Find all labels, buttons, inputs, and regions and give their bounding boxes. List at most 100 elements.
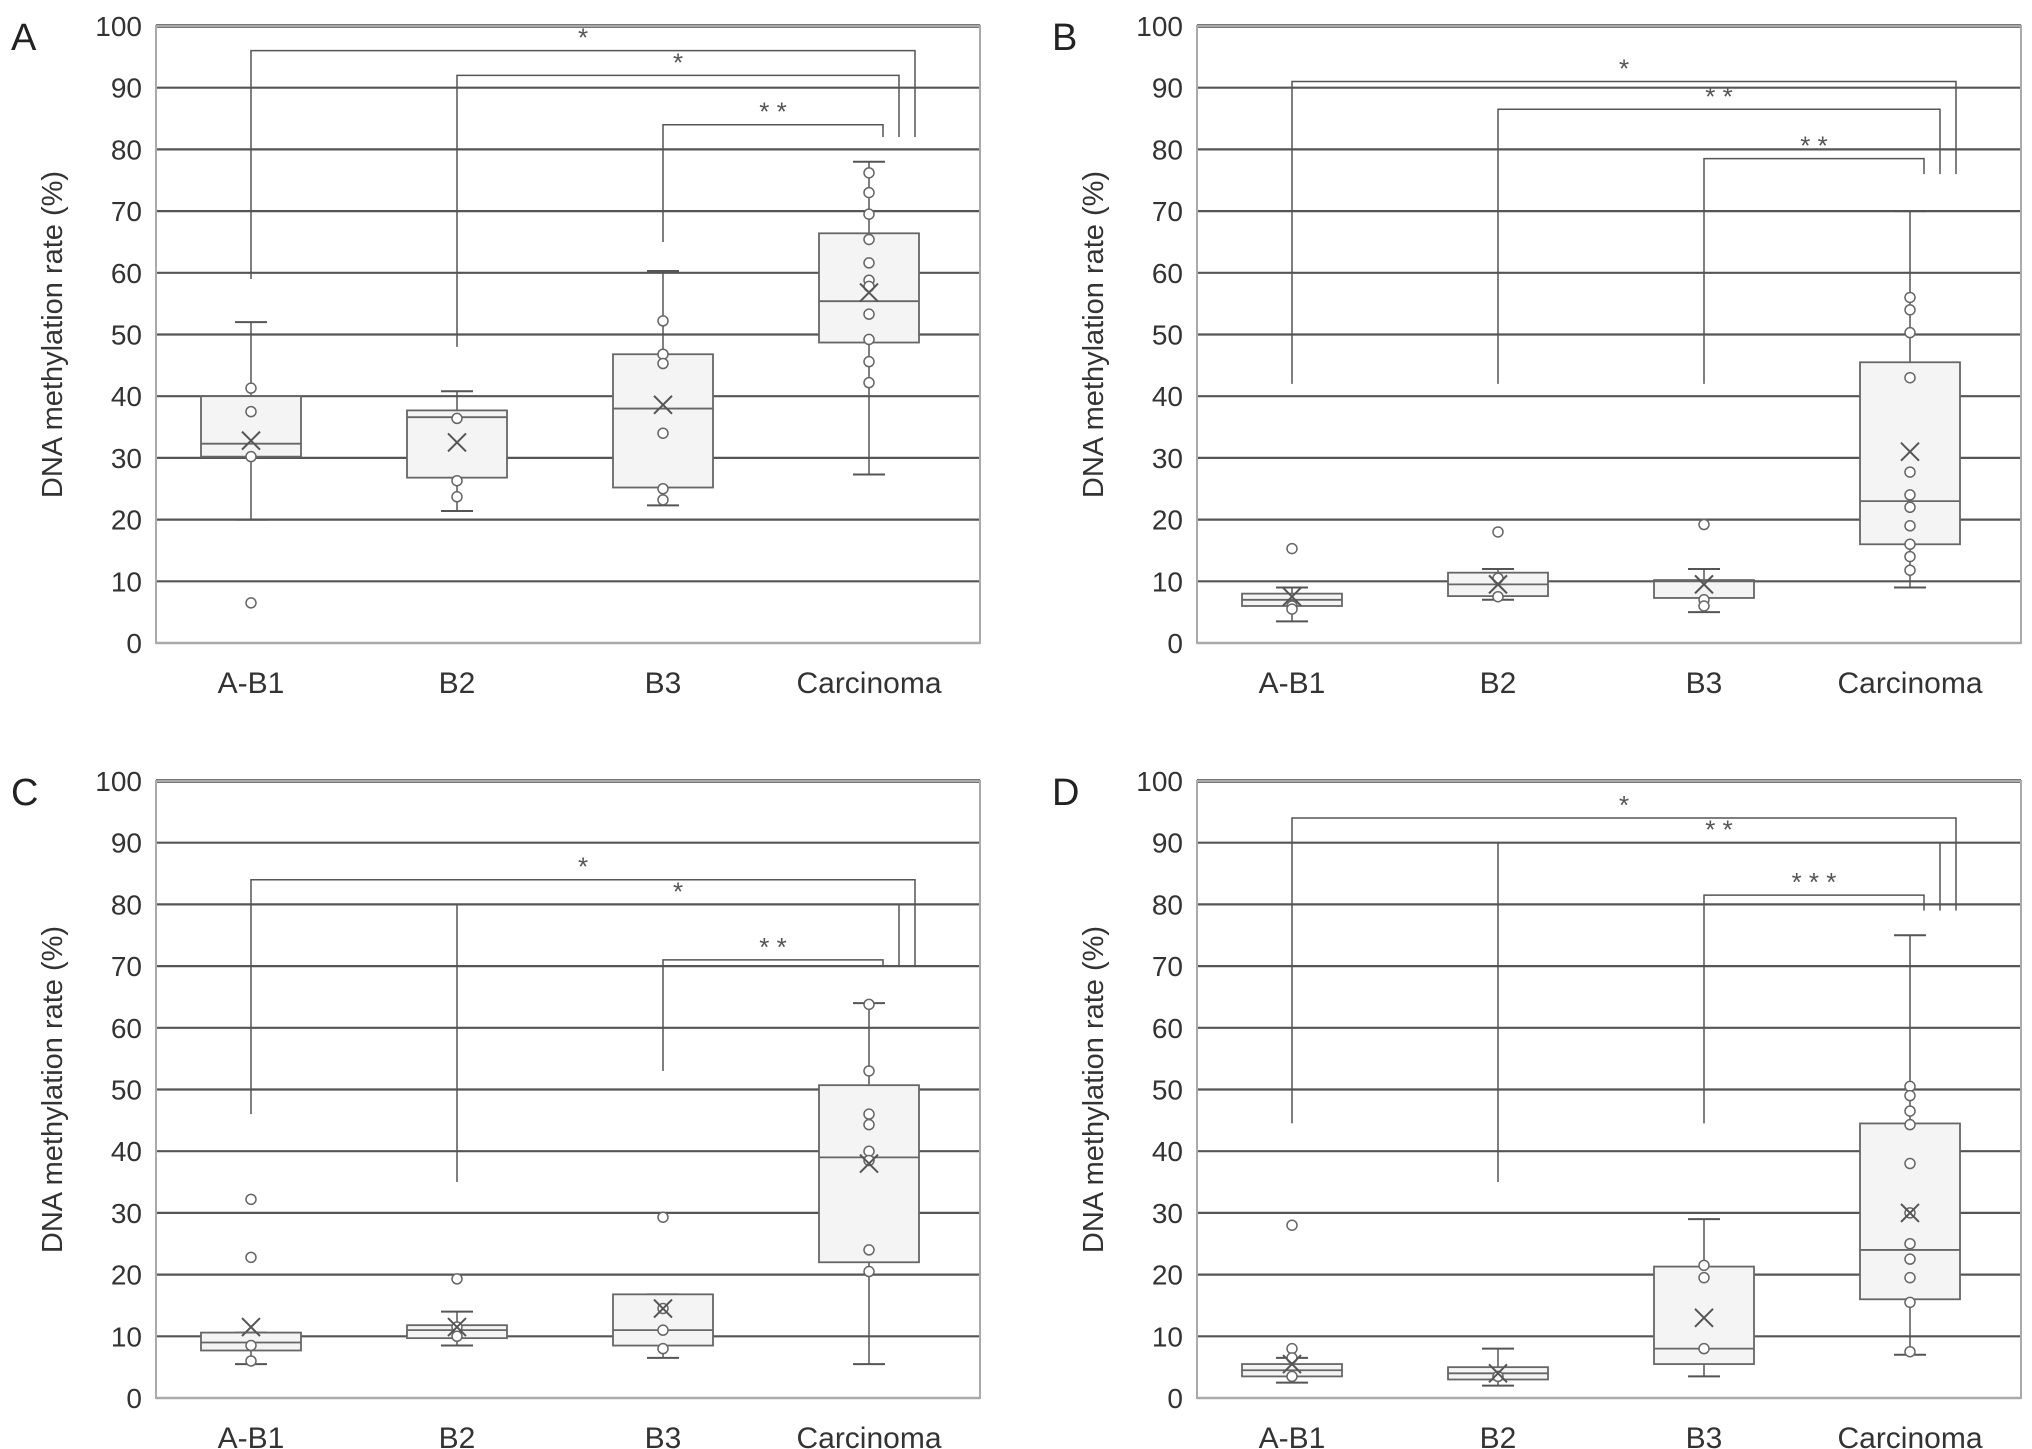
data-point [863,257,875,269]
y-tick-label: 80 [1152,889,1183,920]
y-tick-label: 30 [1152,443,1183,474]
data-point [1904,1238,1916,1250]
box-b3 [612,1211,714,1359]
data-point [1904,371,1916,384]
box-b3 [1653,518,1755,614]
significance-label: * [1619,54,1629,84]
x-tick-label: B3 [645,1422,682,1449]
x-tick-label: A-B1 [1259,667,1326,700]
panel-label: B [1052,17,1077,59]
data-point [451,474,463,487]
data-point [863,1065,875,1077]
data-point [1492,526,1504,538]
data-point [451,1273,463,1285]
mean-marker [653,395,673,415]
data-point [1698,518,1710,531]
y-tick-label: 30 [111,1198,142,1229]
y-tick-label: 80 [111,889,142,920]
data-point [657,315,669,327]
y-tick-label: 60 [111,1013,142,1044]
y-tick-label: 10 [111,566,142,597]
data-point [1904,538,1916,551]
significance-bracket [1497,841,1941,1183]
data-point [657,1342,669,1355]
box-carcinoma [818,160,920,476]
box-a-b1 [1241,1219,1343,1384]
mean-marker [653,1298,673,1319]
plot-frame [1196,780,2022,1399]
x-tick-label: B3 [1686,1422,1723,1449]
data-point [863,1108,875,1120]
y-tick-label: 40 [111,381,142,412]
data-point [245,1339,257,1352]
y-tick-label: 90 [111,73,142,104]
y-tick-label: 0 [126,1383,142,1414]
panel-b: B 0 10 20 30 40 50 60 70 80 90 100 DNA methylation r… [1052,11,2022,700]
mean-marker [1488,574,1508,595]
significance-label: * * [1705,81,1732,111]
data-point [1286,603,1298,615]
significance-label: * [673,876,683,906]
x-tick-label: A-B1 [218,1422,285,1449]
mean-marker [1282,587,1302,607]
box-iqr [200,395,302,458]
data-point [863,1154,875,1167]
y-tick-label: 0 [126,628,142,659]
data-point [451,491,463,503]
data-point [1904,501,1916,514]
data-point [863,308,875,320]
y-tick-label: 50 [111,1075,142,1106]
data-point [1904,1089,1916,1102]
data-point [863,186,875,199]
data-point [1698,1271,1710,1284]
box-b3 [1653,1218,1755,1378]
data-point [245,450,257,463]
data-point [657,357,669,370]
data-point [451,1330,463,1343]
data-point [451,412,463,425]
data-point [1904,466,1916,478]
data-point [863,376,875,389]
data-point [1904,520,1916,532]
significance-label: * * * [1792,867,1837,897]
data-point [1904,1345,1916,1358]
data-point [245,405,257,418]
data-point [863,1118,875,1131]
data-point [1492,590,1504,603]
significance-label: * [578,852,588,882]
y-tick-label: 60 [1152,258,1183,289]
y-tick-label: 0 [1167,1383,1183,1414]
data-point [1904,1253,1916,1265]
box-carcinoma [1859,934,1961,1358]
significance-bracket [1703,894,1925,1124]
data-point [1904,1105,1916,1117]
data-point [1492,1370,1504,1383]
box-b2 [1447,1347,1549,1387]
data-point [245,597,257,609]
data-point [863,355,875,368]
data-point [863,998,875,1011]
box-a-b1 [1241,542,1343,623]
significance-label: * [578,23,588,53]
x-tick-label: Carcinoma [796,1422,941,1449]
data-point [1904,1157,1916,1170]
x-tick-label: Carcinoma [796,667,941,700]
significance-bracket [250,878,916,1115]
data-point [1904,304,1916,316]
significance-label: * * [759,932,786,962]
plot-frame [155,25,981,644]
data-point [657,1324,669,1336]
data-point [657,494,669,506]
x-tick-label: B2 [1480,1422,1517,1449]
significance-bracket [662,959,884,1071]
significance-bracket [662,123,884,242]
y-tick-label: 60 [111,258,142,289]
plot-frame [1196,25,2022,644]
y-tick-label: 20 [111,505,142,536]
y-tick-label: 30 [111,443,142,474]
y-tick-label: 20 [1152,1260,1183,1291]
data-point [863,208,875,220]
data-point [657,348,669,360]
box-iqr [612,353,714,489]
y-axis-label: DNA methylation rate (%) [37,171,69,498]
